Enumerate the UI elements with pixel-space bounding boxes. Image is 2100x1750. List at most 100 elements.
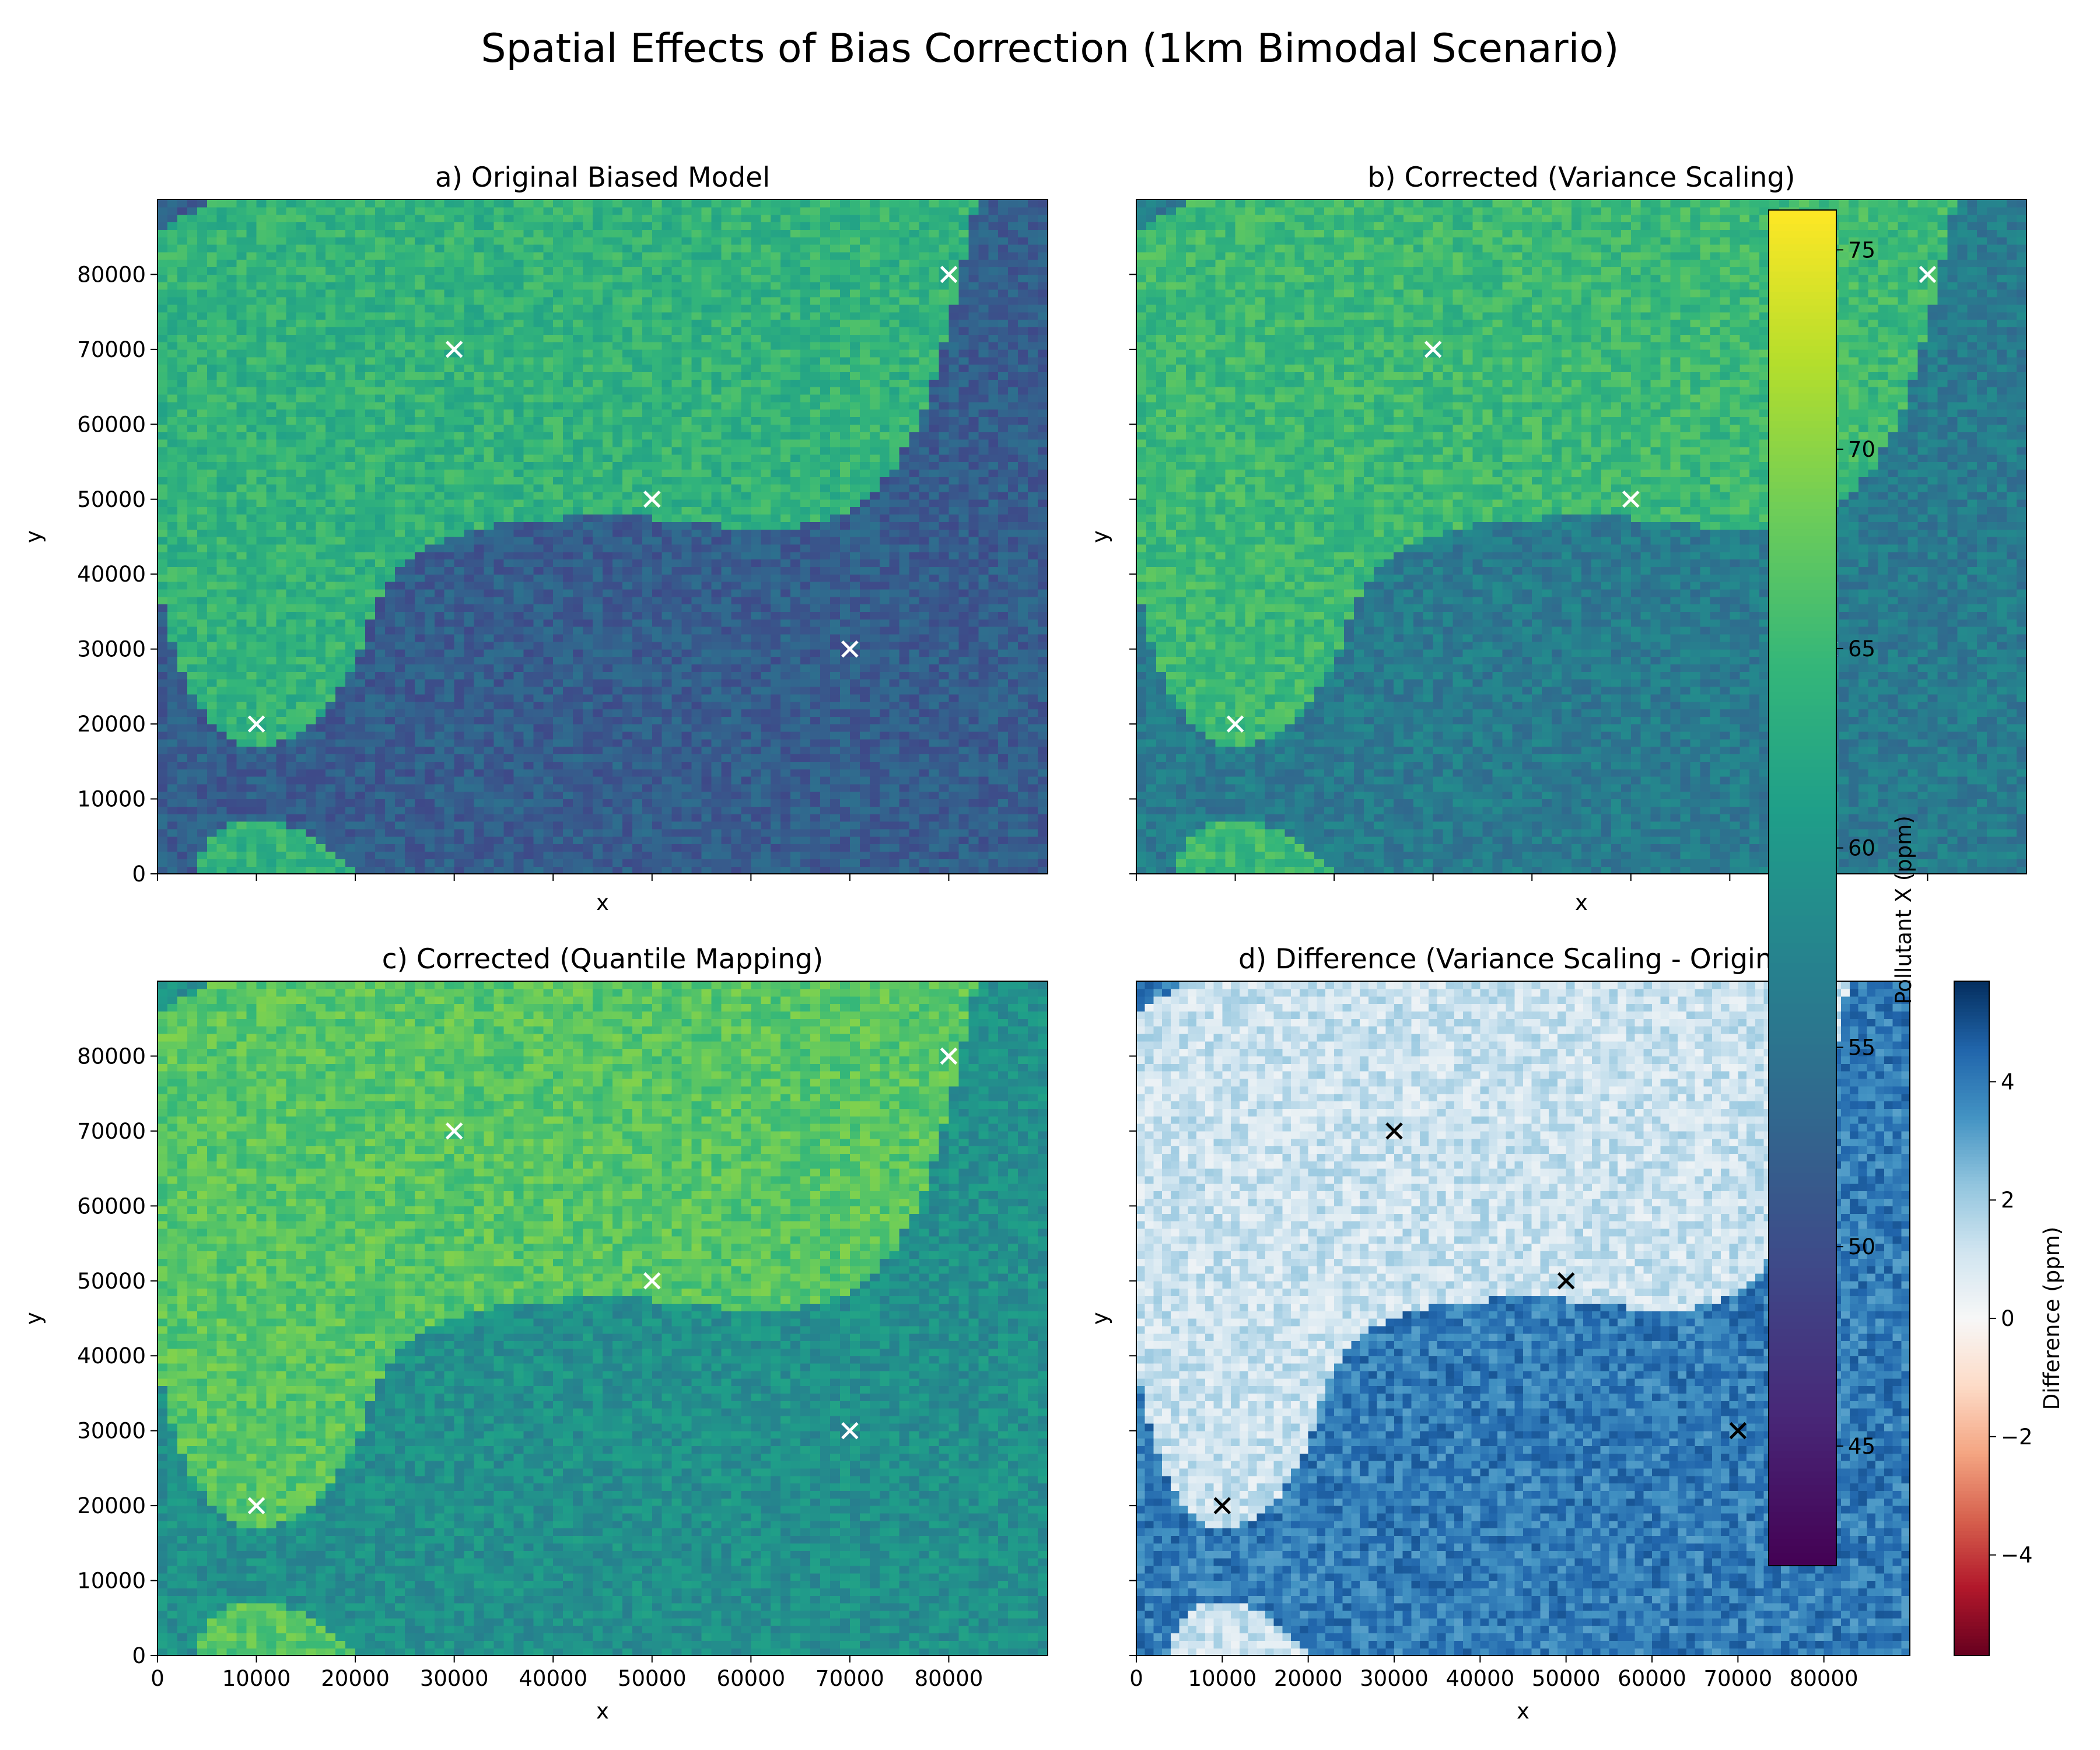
heatmap-cell [681,694,692,702]
heatmap-cell [919,709,930,717]
heatmap-cell [800,859,811,867]
heatmap-cell [839,836,850,845]
heatmap-cell [197,484,208,492]
heatmap-cell [187,791,198,800]
heatmap-cell [849,866,860,874]
heatmap-cell [642,656,653,664]
heatmap-cell [394,589,405,597]
heatmap-cell [316,731,326,740]
heatmap-cell [780,469,791,477]
heatmap-cell [384,679,396,687]
heatmap-cell [306,866,316,874]
heatmap-cell [800,469,811,477]
heatmap-cell [929,754,940,762]
heatmap-cell [394,649,405,657]
heatmap-cell [820,738,831,747]
heatmap-cell [701,859,712,867]
heatmap-cell [404,821,415,830]
heatmap-cell [158,671,168,680]
heatmap-cell [1008,821,1019,830]
heatmap-cell [384,559,396,567]
heatmap-cell [335,477,346,485]
heatmap-cell [839,754,850,762]
heatmap-cell [306,738,316,747]
heatmap-cell [691,499,702,508]
heatmap-cell [197,844,208,852]
heatmap-cell [523,821,534,830]
heatmap-cell [603,596,613,605]
heatmap-cell [859,559,870,567]
heatmap-cell [513,574,524,582]
heatmap-cell [216,664,228,672]
heatmap-cell [949,701,959,710]
heatmap-cell [494,836,505,845]
heatmap-cell [612,761,623,769]
heatmap-cell [1038,769,1048,777]
heatmap-cell [256,769,267,777]
heatmap-cell [1008,776,1019,785]
heatmap-cell [889,589,900,597]
heatmap-cell [968,844,979,852]
heatmap-cell [326,529,336,537]
heatmap-cell [335,656,346,664]
heatmap-cell [998,656,1009,664]
heatmap-cell [711,821,722,830]
heatmap-cell [384,664,396,672]
heatmap-cell [335,634,346,642]
heatmap-cell [780,761,791,769]
heatmap-cell [523,859,534,867]
heatmap-cell [761,611,771,620]
heatmap-cell [414,664,425,672]
heatmap-cell [384,477,396,485]
heatmap-cell [286,859,296,867]
heatmap-cell [573,484,583,492]
heatmap-cell [711,761,722,769]
heatmap-cell [424,844,435,852]
heatmap-cell [434,499,445,508]
heatmap-cell [414,522,425,530]
heatmap-cell [494,604,505,612]
heatmap-cell [603,821,613,830]
heatmap-cell [394,499,405,508]
heatmap-cell [751,821,761,830]
heatmap-cell [296,589,306,597]
heatmap-cell [256,537,267,545]
heatmap-cell [622,582,633,590]
heatmap-cell [266,641,277,650]
heatmap-cell [780,589,791,597]
heatmap-cell [197,454,208,463]
heatmap-cell [741,709,751,717]
heatmap-cell [306,709,316,717]
heatmap-cell [998,626,1009,635]
heatmap-cell [869,821,880,830]
heatmap-cell [780,866,791,874]
heatmap-cell [523,664,534,672]
heatmap-cell [345,656,356,664]
heatmap-cell [167,851,178,859]
heatmap-cell [454,731,465,740]
heatmap-cell [573,544,583,552]
heatmap-cell [523,716,534,724]
heatmap-cell [691,836,702,845]
heatmap-cell [939,574,950,582]
heatmap-cell [197,506,208,515]
heatmap-cell [256,559,267,567]
heatmap-cell [533,537,544,545]
heatmap-cell [414,477,425,485]
heatmap-cell [761,791,771,800]
heatmap-cell [484,566,495,575]
heatmap-cell [899,544,910,552]
heatmap-cell [671,522,682,530]
heatmap-cell [1038,566,1048,575]
heatmap-cell [622,641,633,650]
heatmap-cell [1018,836,1028,845]
heatmap-cell [701,851,712,859]
heatmap-cell [434,559,445,567]
heatmap-cell [909,821,920,830]
heatmap-cell [583,746,593,755]
heatmap-cell [404,641,415,650]
heatmap-cell [306,791,316,800]
heatmap-cell [355,596,366,605]
heatmap-cell [503,469,514,477]
heatmap-cell [513,522,524,530]
